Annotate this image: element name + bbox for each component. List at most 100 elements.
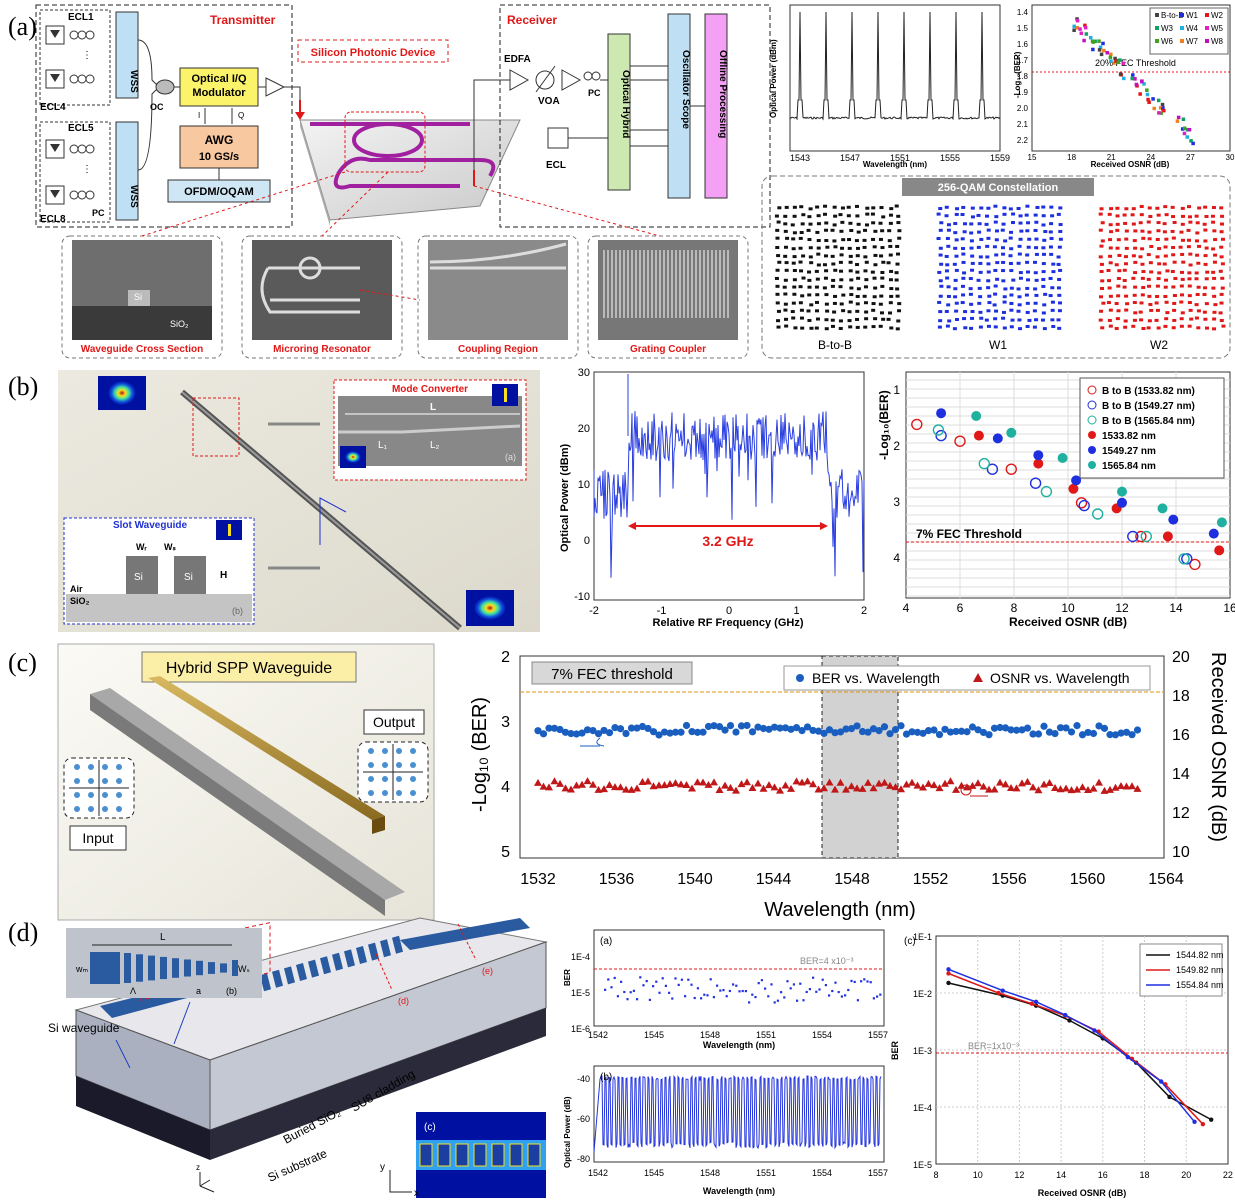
constellation-point [977,286,982,290]
constellation-point [368,748,374,754]
data-point [666,729,674,737]
constellation-point [1164,237,1169,241]
constellation-point [1212,229,1217,233]
data-point [644,724,652,733]
scope-label: Oscillator Scope [680,50,691,129]
data-point [1007,726,1015,734]
constellation-point [1024,213,1029,217]
constellation-point [878,302,883,306]
constellation-point [855,263,860,267]
constellation-point [992,303,997,307]
constellation-point [1203,239,1208,243]
data-point [770,983,773,986]
data-point [996,723,1004,732]
data-point [979,728,988,737]
constellation-point [1057,245,1062,249]
constellation-point [1141,236,1146,240]
constellation-point [1041,223,1046,227]
data-point [704,722,713,731]
tick-label: 14 [1056,1170,1066,1180]
data-point [864,778,872,786]
data-point [567,785,575,793]
constellation-point [1098,212,1103,216]
constellation-point [970,261,975,265]
constellation-point [1195,253,1200,257]
data-point [1040,722,1048,730]
data-point [1023,777,1032,785]
data-point [919,729,927,737]
data-point [715,723,724,731]
panel-b-device: Mode Converter L L₁ L₂ (a) Slot Waveguid… [58,370,540,632]
data-point [687,978,690,981]
constellation-point [775,292,780,296]
d-right-threshold: BER=1x10⁻³ [968,1041,1019,1051]
data-point [1062,724,1070,732]
tick-label: 1554 [812,1030,832,1040]
constellation-point [1011,278,1016,282]
constellation-point [1203,205,1208,209]
d-axis-x: x [414,1188,419,1199]
data-point [645,980,648,983]
constellation-point [1041,214,1046,218]
data-point [1191,141,1195,146]
data-point [812,976,815,979]
constellation-point [1154,301,1159,305]
constellation-point [1040,318,1045,322]
constellation-point [102,806,108,812]
constellation-point [1212,260,1217,264]
grating-tooth [220,963,227,973]
tick-label: 1.5 [1017,24,1029,33]
constellation-point [953,231,958,235]
data-point [1142,82,1146,86]
iq-modulator-box [179,67,259,107]
constellation-point [895,287,900,291]
silicon-chip [299,119,521,221]
constellation-point [831,262,836,266]
data-point [1012,726,1021,734]
constellation-point [775,236,780,240]
constellation-point [1042,303,1047,307]
data-point [919,783,927,791]
data-point [842,785,850,793]
constellation-point [1179,324,1184,328]
constellation-point [848,269,853,273]
data-point [770,783,779,791]
constellation-point [1108,254,1113,258]
constellation-point [1122,213,1127,217]
data-point [633,724,641,732]
data-point [594,785,603,793]
constellation-point [1194,316,1199,320]
constellation-point [832,223,837,227]
constellation-point [1124,246,1129,250]
constellation-point [939,262,944,266]
constellation-point [945,276,950,280]
constellation-point [938,279,943,283]
constellation-point [824,293,829,297]
constellation-point [1133,229,1138,233]
constellation-point [1107,279,1112,283]
constellation-point [368,790,374,796]
constellation-point [1171,215,1176,219]
data-point [1146,97,1150,102]
data-point [721,781,729,789]
constellation-point [946,285,951,289]
data-point [776,786,784,794]
data-point [1083,23,1087,28]
data-point [693,996,696,1000]
data-point [1189,139,1193,143]
data-point [1128,782,1136,790]
data-point [561,728,570,736]
data-point [751,993,754,996]
data-point [1133,784,1142,792]
data-point [671,728,680,736]
data-point [622,729,630,738]
constellation-point [846,205,851,209]
constellation-point [849,229,854,233]
constellation-point [1131,276,1136,280]
constellation-point [1156,213,1161,217]
legend-label: B-to-B [1161,11,1184,20]
constellation-point [831,278,836,282]
constellation-point [895,294,900,298]
data-point [1090,39,1095,44]
data-point [1111,783,1120,791]
